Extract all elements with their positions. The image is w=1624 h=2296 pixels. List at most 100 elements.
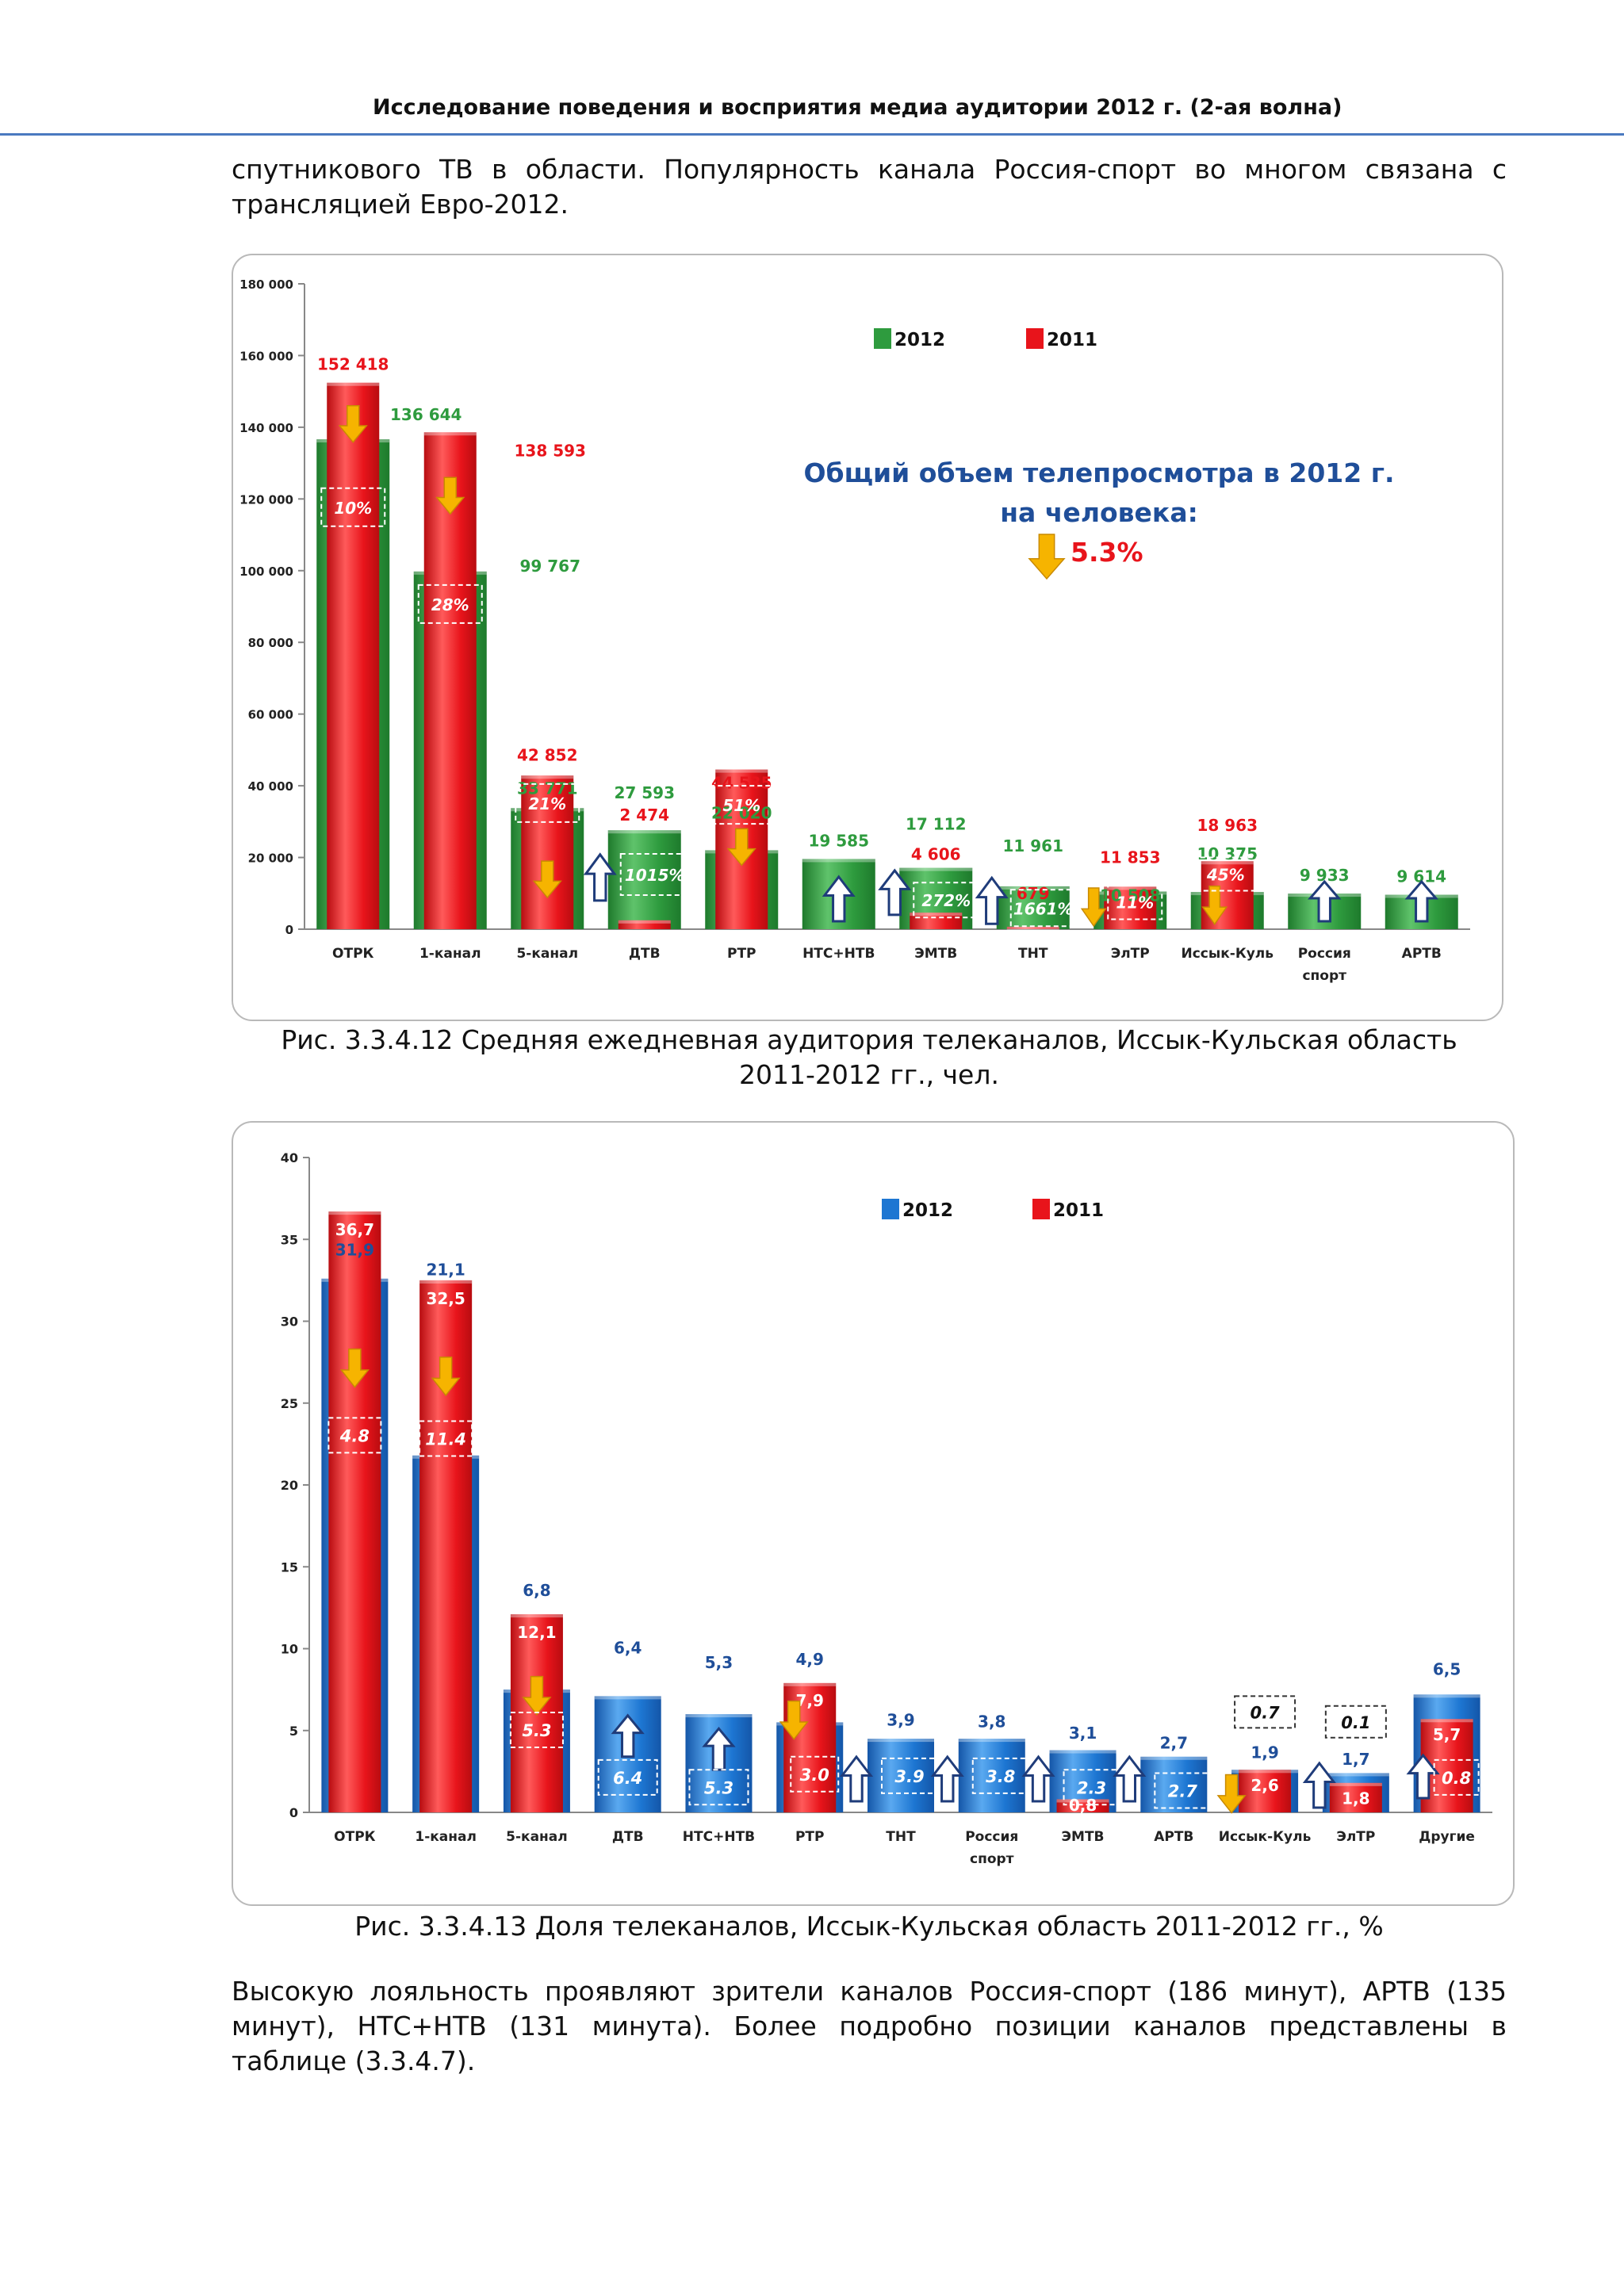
chart2-change-label: 0.7 <box>1250 1703 1280 1722</box>
chart2-bar-2012 <box>868 1739 934 1812</box>
chart1-value-2012: 22 020 <box>711 803 772 822</box>
chart2-bar-2012-shine <box>594 1696 661 1700</box>
chart1-category-label: НТС+НТВ <box>802 946 875 962</box>
chart1-bar-2011-shine <box>1104 886 1157 890</box>
chart1-frame: 0 20 000 40 000 60 000 80 000 100 000 120 000 1… <box>232 254 1503 1021</box>
chart2-bar-2012-shine <box>1322 1773 1389 1777</box>
chart2-change-label: 2.3 <box>1077 1778 1106 1797</box>
chart1-annotation: Общий объем телепросмотра в 2012 г. на че… <box>803 457 1395 580</box>
chart1-bar-2012-shine <box>899 867 973 871</box>
chart2-ytick-label: 20 <box>281 1478 298 1493</box>
chart1-change-box <box>1191 856 1260 892</box>
chart2-value-2012: 31,9 <box>335 1241 374 1260</box>
chart2-change-box <box>1063 1769 1120 1806</box>
chart1-value-2011: 152 418 <box>317 355 389 374</box>
chart1-value-2012: 11 961 <box>1002 836 1063 855</box>
chart1-bar-2012 <box>996 886 1070 929</box>
chart1-category-label: РТР <box>727 946 756 962</box>
chart2-bar-2011-shine <box>1420 1719 1473 1723</box>
chart1-legend-label-2011: 2011 <box>1047 330 1097 350</box>
chart2-bar-2012-shine <box>868 1739 934 1743</box>
chart1-ytick-label: 60 000 <box>248 708 293 722</box>
chart2-category-label: НТС+НТВ <box>683 1829 755 1845</box>
chart2-bar-2012-shine <box>1413 1694 1480 1698</box>
chart1-value-2012: 17 112 <box>906 815 967 834</box>
chart2-bars: ОТРК 1-канал 5-канал ДТВ НТС+НТВ РТР ТНТ Россия… <box>321 1211 1480 1867</box>
chart2-up-arrow <box>1406 1753 1440 1800</box>
chart1-annotation-arrow <box>1028 534 1066 580</box>
chart2-bar-2011 <box>1329 1782 1382 1812</box>
chart2-change-box <box>597 1758 658 1796</box>
chart2-frame: 0 5 10 15 20 25 30 35 40 ОТРК 1-канал 5-канал ДТВ НТС… <box>232 1121 1515 1906</box>
chart2-up-arrow <box>702 1726 736 1771</box>
chart1-changes: 10% 28% 21% 1015% 51% 272% 1661% 11% 45% <box>320 405 1439 928</box>
intro-paragraph: спутникового ТВ в области. Популярность … <box>232 152 1507 222</box>
chart2-change-label: 0.1 <box>1341 1713 1370 1732</box>
chart2-up-arrow <box>611 1713 645 1758</box>
chart1-value-labels: 136 644 152 418 99 767 138 593 33 771 42 852 2… <box>317 355 1446 905</box>
chart2-down-arrow <box>431 1357 461 1397</box>
chart2-up-arrow <box>1113 1755 1147 1803</box>
outro-line-1: Высокую лояльность проявляют зрители кан… <box>232 1976 1507 2007</box>
chart1-category-label: АРТВ <box>1402 946 1442 962</box>
chart2-value-2012: 21,1 <box>426 1260 465 1279</box>
chart2-value-2012: 1,7 <box>1342 1750 1369 1769</box>
chart1-bar-2012-shine <box>996 886 1070 890</box>
chart2-down-arrow <box>779 1700 809 1740</box>
chart2-legend-label-2012: 2012 <box>902 1200 953 1221</box>
chart1-ytick-label: 80 000 <box>248 636 293 650</box>
intro-line-1: спутникового ТВ в области. Популярность … <box>232 154 1507 185</box>
chart2-value-labels: 31,936,721,132,56,812,16,45,3 4,97,93,9 3,… <box>335 1220 1461 1815</box>
chart1-value-2011: 11 853 <box>1100 848 1161 867</box>
chart1-down-arrow <box>338 405 368 443</box>
chart2-up-arrow <box>1302 1761 1336 1809</box>
chart2-value-2011: 12,1 <box>517 1623 556 1642</box>
caption1-line1: Рис. 3.3.4.12 Средняя ежедневная аудитор… <box>281 1024 1457 1055</box>
chart2-category-label: ТНТ <box>886 1829 916 1845</box>
chart2-category-label: ДТВ <box>612 1829 644 1845</box>
chart1-ytick-label: 20 000 <box>248 851 293 866</box>
chart1-legend-label-2012: 2012 <box>894 330 945 350</box>
chart1-change-box <box>417 584 483 624</box>
chart2-ytick-label: 15 <box>281 1559 298 1575</box>
chart2-ytick-label: 40 <box>281 1150 298 1165</box>
chart1-bar-2011-shine <box>618 920 671 924</box>
header-rule <box>0 133 1624 136</box>
chart2-value-2012: 4,9 <box>796 1650 824 1669</box>
chart2-category-label: Иссык-Куль <box>1219 1829 1312 1845</box>
chart2-value-2012: 3,1 <box>1069 1724 1097 1743</box>
chart2-bar-2011-shine <box>1056 1799 1109 1803</box>
chart2-up-arrow <box>839 1755 874 1803</box>
chart1-bar-2011-shine <box>423 432 477 436</box>
chart1-up-arrow <box>822 874 856 923</box>
chart1-bar-2011-shine <box>1201 861 1254 865</box>
chart1-change-label: 10% <box>334 499 372 518</box>
chart2-bar-2011-shine <box>510 1614 563 1618</box>
chart1-bar-2011-shine <box>1006 926 1059 930</box>
chart2-change-box <box>509 1712 564 1749</box>
chart1-value-2011: 18 963 <box>1197 816 1258 835</box>
chart1-change-label: 1015% <box>625 866 685 885</box>
chart1-value-2012: 19 585 <box>808 831 869 850</box>
chart1-bar-2011-shine <box>910 913 963 916</box>
chart1-category-label: Россия <box>1298 946 1351 962</box>
chart1-category-label: спорт <box>1302 968 1346 984</box>
chart2-change-label: 6.4 <box>613 1769 642 1788</box>
chart1-change-box <box>515 783 580 823</box>
chart2-category-label: ЭМТВ <box>1062 1829 1105 1845</box>
chart1-up-arrow <box>1307 879 1342 923</box>
chart1-ytick-label: 140 000 <box>239 421 293 435</box>
chart1-annotation-line1: Общий объем телепросмотра в 2012 г. <box>803 457 1394 488</box>
chart1-axes: 0 20 000 40 000 60 000 80 000 100 000 120 000 1… <box>239 277 1470 937</box>
chart1-value-2012: 27 593 <box>614 783 675 802</box>
chart2-legend: 2012 2011 <box>882 1199 1104 1221</box>
chart1-bar-2011 <box>327 382 380 929</box>
chart1-up-arrow <box>583 852 617 902</box>
chart1-down-arrow <box>435 476 465 515</box>
chart2-value-2012: 3,8 <box>978 1712 1005 1731</box>
chart1-change-label: 1661% <box>1013 899 1074 918</box>
chart1-category-label: ТНТ <box>1018 946 1048 962</box>
chart2-bar-2012-shine <box>685 1714 753 1718</box>
chart2-bar-2011-shine <box>783 1682 837 1686</box>
page-header: Исследование поведения и восприятия меди… <box>0 87 1624 136</box>
